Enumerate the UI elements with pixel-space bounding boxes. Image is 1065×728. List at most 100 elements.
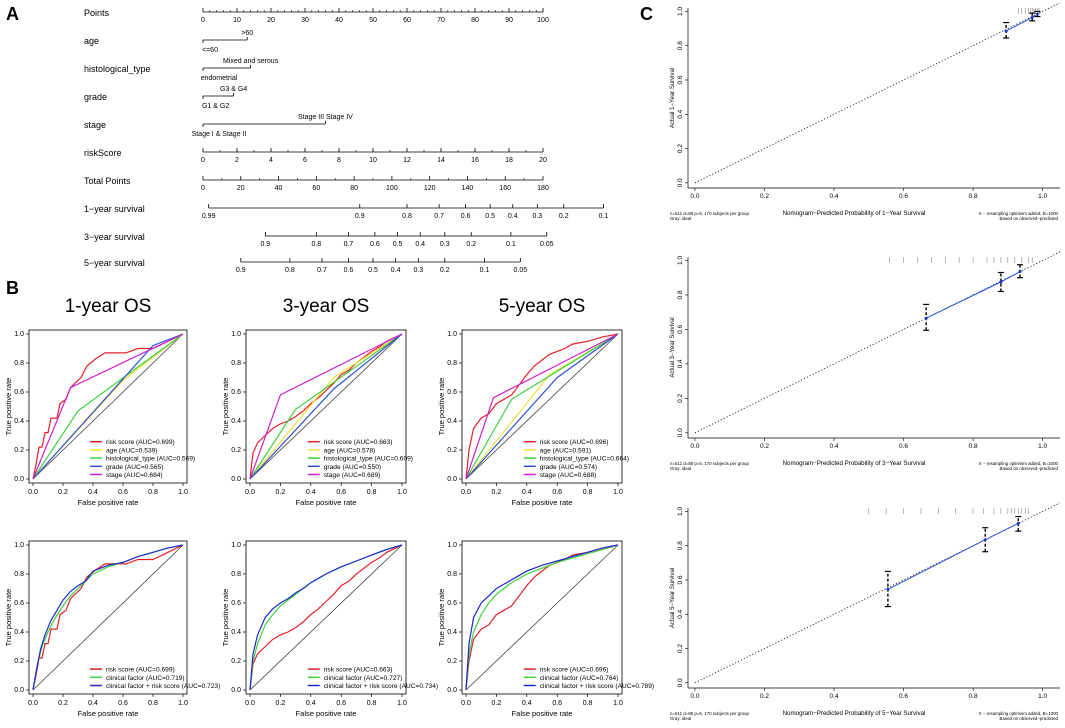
calibration-chart-C-1: 0.0 0.2 0.4 0.6 0.8 1.0 0.0 0.2 0.4 0.6 0.8 1.0 Actu… — [670, 2, 1061, 221]
nomogram-tick-label: 0 — [201, 157, 205, 164]
roc-legend-label: stage (AUC=0.689) — [324, 472, 381, 479]
nomogram-tick-label: 0.4 — [415, 241, 425, 248]
roc-curve — [249, 333, 403, 480]
calibration-y-tick-label: 0.4 — [677, 609, 684, 618]
roc-legend-label: risk score (AUC=0.663) — [324, 667, 393, 674]
calibration-y-tick-label: 0.6 — [677, 575, 684, 584]
roc-x-tick-label: 0.0 — [461, 489, 471, 496]
roc-x-tick-label: 0.8 — [367, 489, 377, 496]
calibration-chart-C-3: 0.0 0.2 0.4 0.6 0.8 1.0 0.0 0.2 0.4 0.6 0.8 1.0 Actu… — [670, 502, 1061, 721]
roc-xlabel: False positive rate — [78, 498, 139, 507]
nomogram-tick-label: 0.3 — [532, 213, 542, 220]
roc-curve — [465, 544, 619, 691]
calibration-note-left: n=511 d=88 p=5, 170 subjects per group — [670, 211, 749, 216]
roc-diagonal — [249, 333, 403, 480]
roc-y-tick-label: 1.0 — [14, 542, 24, 549]
roc-legend-label: histological_type (AUC=0.569) — [106, 456, 195, 463]
roc-y-tick-label: 0.4 — [231, 629, 241, 636]
nomogram-tick-label: 0.9 — [355, 213, 365, 220]
roc-x-tick-label: 0.6 — [552, 489, 562, 496]
calibration-ylabel: Actual 1−Year Survival — [670, 68, 676, 128]
calibration-y-tick-label: 1.0 — [677, 7, 684, 16]
roc-panels: 1-year OS 0.0 0.0 0.2 0.2 0.4 0.4 0.6 0.6 0.8 0.8 1… — [4, 296, 654, 718]
roc-x-tick-label: 0.2 — [492, 700, 502, 707]
calibration-y-tick-label: 0.6 — [677, 325, 684, 334]
roc-y-tick-label: 0.8 — [231, 360, 241, 367]
roc-x-tick-label: 0.6 — [552, 700, 562, 707]
nomogram-tick-label: 0.4 — [391, 267, 401, 274]
roc-legend-label: clinical factor + risk score (AUC=0.789) — [540, 683, 654, 690]
calibration-note-right2: Based on observed−predicted — [1000, 216, 1059, 221]
roc-xlabel: False positive rate — [296, 498, 357, 507]
nomogram-tick-label: 0.4 — [508, 213, 518, 220]
nomogram-tick-label: 0.1 — [506, 241, 516, 248]
roc-x-tick-label: 0.8 — [367, 700, 377, 707]
panel-label-c: C — [640, 4, 653, 24]
nomogram-tick-label: 12 — [403, 157, 411, 164]
roc-y-tick-label: 0.4 — [14, 418, 24, 425]
roc-xlabel: False positive rate — [296, 709, 357, 718]
roc-curve — [249, 333, 403, 480]
nomogram-row-label-riskscore: riskScore — [84, 148, 122, 158]
calibration-ylabel: Actual 5−Year Survival — [670, 568, 676, 628]
roc-curve — [465, 333, 619, 480]
roc-y-tick-label: 0.2 — [231, 447, 241, 454]
roc-y-tick-label: 0.2 — [447, 658, 457, 665]
roc-legend-label: age (AUC=0.578) — [324, 447, 376, 454]
roc-legend-label: clinical factor + risk score (AUC=0.723) — [106, 683, 220, 690]
roc-frame — [461, 329, 623, 484]
nomogram-row-label-stage: stage — [84, 120, 106, 130]
roc-x-tick-label: 0.8 — [148, 700, 158, 707]
roc-x-tick-label: 0.2 — [276, 489, 286, 496]
calibration-x-tick-label: 0.4 — [829, 443, 838, 450]
roc-legend-label: risk score (AUC=0.699) — [106, 667, 175, 674]
roc-frame — [245, 329, 407, 484]
nomogram-tick-label: 0.99 — [202, 213, 216, 220]
roc-y-tick-label: 1.0 — [447, 542, 457, 549]
calibration-x-tick-label: 1.0 — [1038, 693, 1047, 700]
roc-x-tick-label: 0.4 — [88, 700, 98, 707]
roc-x-tick-label: 0.8 — [148, 489, 158, 496]
calibration-y-tick-label: 0.0 — [677, 428, 684, 437]
nomogram-row-label-points: Points — [84, 8, 110, 18]
roc-title: 5-year OS — [499, 296, 586, 317]
roc-curve — [32, 333, 184, 480]
nomogram-tick-label: 0.6 — [370, 241, 380, 248]
calibration-y-tick-label: 0.8 — [677, 41, 684, 50]
calibration-x-tick-label: 0.8 — [969, 693, 978, 700]
roc-x-tick-label: 0.6 — [336, 700, 346, 707]
nomogram-tick-label: 10 — [369, 157, 377, 164]
calibration-xlabel: Nomogram−Predicted Probability of 1−Year… — [783, 210, 926, 217]
roc-y-tick-label: 1.0 — [231, 542, 241, 549]
roc-curve — [465, 544, 619, 691]
roc-x-tick-label: 0.8 — [583, 700, 593, 707]
nomogram-tick-label: 6 — [303, 157, 307, 164]
roc-ylabel: True positive rate — [4, 589, 13, 647]
roc-y-tick-label: 0.0 — [14, 687, 24, 694]
roc-y-tick-label: 0.6 — [447, 389, 457, 396]
roc-diagonal — [465, 544, 619, 691]
calibration-note-left2: Gray: ideal — [670, 716, 691, 721]
nomogram-tick-label: 0.6 — [344, 267, 354, 274]
roc-curve — [249, 333, 403, 480]
nomogram-tick-label: 100 — [537, 17, 549, 24]
nomogram-tick-label: 100 — [386, 185, 398, 192]
calibration-ideal-line — [694, 502, 1061, 684]
nomogram-tick-label: 0.1 — [480, 267, 490, 274]
calibration-x-tick-label: 1.0 — [1038, 443, 1047, 450]
roc-y-tick-label: 0.6 — [231, 600, 241, 607]
calibration-x-tick-label: 0.2 — [760, 443, 769, 450]
nomogram-tick-label: 0.8 — [402, 213, 412, 220]
roc-frame — [245, 540, 407, 695]
calibration-y-tick-label: 0.4 — [677, 359, 684, 368]
roc-x-tick-label: 0.4 — [88, 489, 98, 496]
calibration-x-tick-label: 0.6 — [899, 443, 908, 450]
nomogram-tick-label: 0.2 — [440, 267, 450, 274]
roc-xlabel: False positive rate — [512, 709, 573, 718]
nomogram-tick-label: 0.7 — [344, 241, 354, 248]
calibration-note-right: X − resampling optimism added, B=1000 — [979, 711, 1059, 716]
calibration-y-tick-label: 0.0 — [677, 178, 684, 187]
roc-legend-label: age (AUC=0.539) — [106, 447, 158, 454]
